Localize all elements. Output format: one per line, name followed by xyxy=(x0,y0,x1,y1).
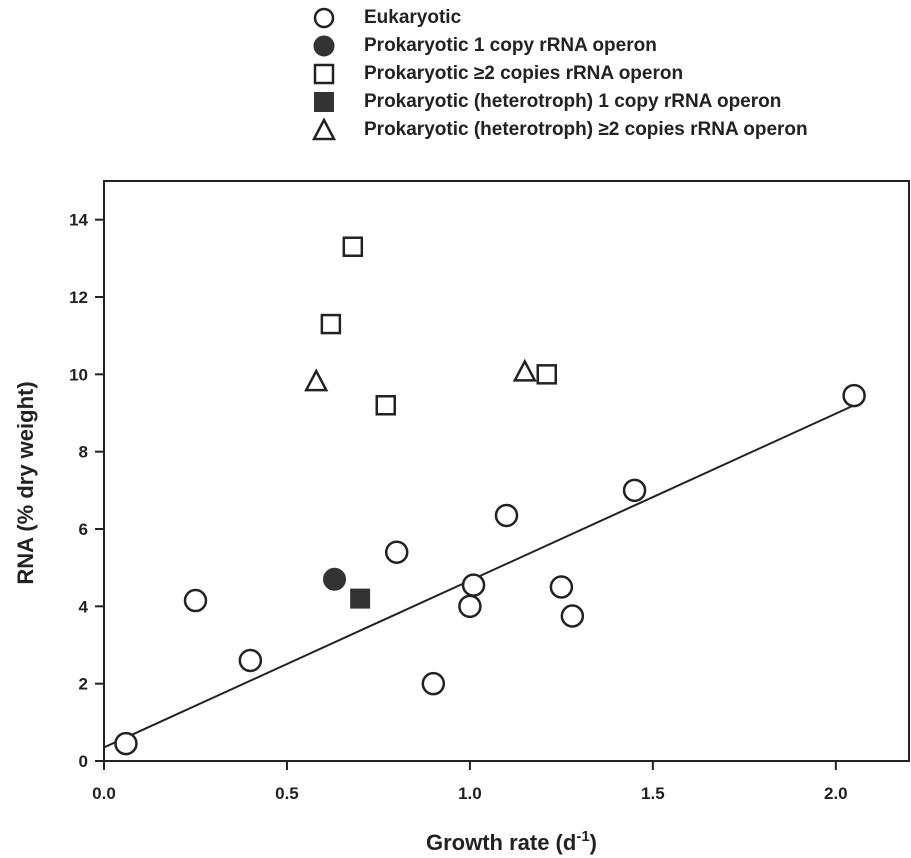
data-point-prokaryotic-1-copy xyxy=(323,567,347,591)
data-point-prokaryotic-2-copies xyxy=(342,236,364,257)
data-point-prokaryotic-2-copies xyxy=(375,395,396,416)
open-triangle-icon xyxy=(311,118,337,141)
y-tick-label: 6 xyxy=(79,520,88,539)
x-axis-title-superscript: -1 xyxy=(576,828,589,845)
y-tick-label: 4 xyxy=(79,597,89,616)
y-axis-title: RNA (% dry weight) xyxy=(13,381,38,584)
legend-label: Eukaryotic xyxy=(364,7,462,28)
data-point-prokaryotic-2-copies xyxy=(320,313,342,335)
x-axis-title-text: Growth rate (d xyxy=(426,830,576,855)
data-point-heterotroph-1-copy xyxy=(350,588,371,609)
data-point-eukaryotic xyxy=(238,648,263,673)
y-tick-label: 12 xyxy=(69,288,88,307)
legend-label: Prokaryotic (heterotroph) ≥2 copies rRNA… xyxy=(364,119,808,140)
data-points xyxy=(114,236,866,756)
filled-square-icon xyxy=(314,92,334,112)
y-axis: 0 2 4 6 8 10 12 14 xyxy=(69,211,104,771)
x-tick-label: 2.0 xyxy=(824,784,848,803)
legend-item-heterotroph-1-copy: Prokaryotic (heterotroph) 1 copy rRNA op… xyxy=(310,88,808,116)
plot-border xyxy=(103,180,910,762)
data-point-eukaryotic xyxy=(183,588,208,613)
open-square-icon xyxy=(313,63,335,85)
legend-item-heterotroph-2-copies: Prokaryotic (heterotroph) ≥2 copies rRNA… xyxy=(310,116,808,144)
data-point-eukaryotic xyxy=(421,671,446,696)
y-tick-label: 2 xyxy=(79,675,88,694)
data-point-eukaryotic xyxy=(560,604,585,628)
x-axis: 0.0 0.5 1.0 1.5 2.0 xyxy=(92,761,848,803)
y-tick-label: 8 xyxy=(79,443,88,462)
y-tick-label: 10 xyxy=(69,365,88,384)
data-point-eukaryotic xyxy=(114,731,138,756)
legend-label: Prokaryotic ≥2 copies rRNA operon xyxy=(364,63,684,84)
legend-label: Prokaryotic (heterotroph) 1 copy rRNA op… xyxy=(364,91,782,112)
y-tick-label: 14 xyxy=(69,211,88,230)
legend-item-eukaryotic: Eukaryotic xyxy=(310,4,808,32)
data-point-eukaryotic xyxy=(461,573,486,597)
open-circle-icon xyxy=(313,7,335,29)
data-point-eukaryotic xyxy=(842,383,866,408)
legend-label: Prokaryotic 1 copy rRNA operon xyxy=(364,35,657,56)
x-axis-title-close: ) xyxy=(590,830,597,855)
x-tick-label: 1.5 xyxy=(641,784,665,803)
y-tick-label: 0 xyxy=(79,752,88,771)
plot-area xyxy=(103,180,910,762)
data-point-eukaryotic xyxy=(549,575,574,599)
data-point-eukaryotic xyxy=(622,478,647,503)
data-point-eukaryotic xyxy=(494,503,519,528)
legend-item-prokaryotic-2-copies: Prokaryotic ≥2 copies rRNA operon xyxy=(310,60,808,88)
filled-circle-icon xyxy=(313,35,335,57)
x-tick-label: 0.0 xyxy=(92,784,116,803)
data-point-heterotroph-2-copies xyxy=(512,358,537,382)
data-point-eukaryotic xyxy=(458,594,482,619)
x-axis-title: Growth rate (d-1) xyxy=(426,828,597,855)
legend-item-prokaryotic-1-copy: Prokaryotic 1 copy rRNA operon xyxy=(310,32,808,60)
data-point-eukaryotic xyxy=(384,540,409,564)
legend: Eukaryotic Prokaryotic 1 copy rRNA opero… xyxy=(310,4,808,144)
data-point-heterotroph-2-copies xyxy=(304,368,329,392)
x-tick-label: 1.0 xyxy=(458,784,482,803)
data-point-prokaryotic-2-copies xyxy=(536,364,557,385)
x-tick-label: 0.5 xyxy=(275,784,299,803)
